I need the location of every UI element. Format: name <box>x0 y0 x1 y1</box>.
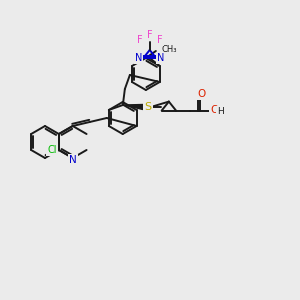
Polygon shape <box>124 104 143 110</box>
Text: N: N <box>69 155 76 165</box>
Text: N: N <box>158 53 165 63</box>
Text: S: S <box>144 102 152 112</box>
Text: N: N <box>135 53 142 63</box>
Text: F: F <box>157 35 163 45</box>
Text: CH₃: CH₃ <box>162 44 177 53</box>
Text: F: F <box>137 35 142 45</box>
Text: O: O <box>210 105 218 115</box>
Text: Cl: Cl <box>47 145 57 155</box>
Text: O: O <box>197 88 205 99</box>
Text: H: H <box>217 107 224 116</box>
Text: F: F <box>147 30 152 40</box>
